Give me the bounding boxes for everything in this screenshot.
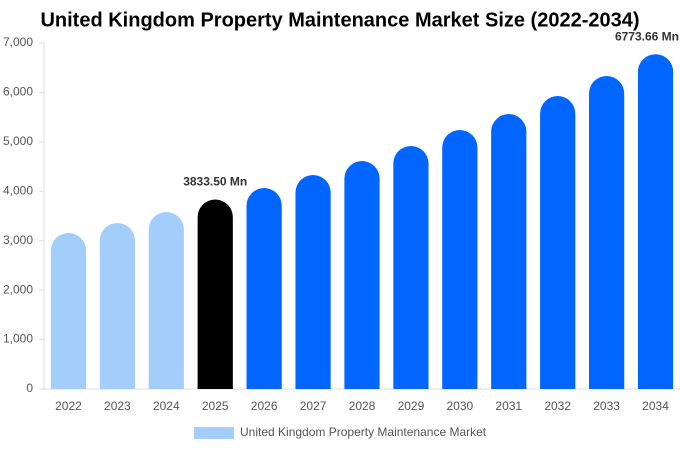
bar [295, 175, 331, 389]
y-tick-label: 4,000 [3, 183, 33, 197]
bar [197, 199, 233, 389]
bar [540, 96, 576, 389]
y-tick-label: 3,000 [3, 233, 33, 247]
bar [491, 114, 527, 390]
x-tick-label: 2030 [446, 399, 473, 413]
x-tick-label: 2022 [55, 399, 82, 413]
bar [99, 223, 135, 389]
x-tick-label: 2025 [202, 399, 229, 413]
x-tick-label: 2023 [104, 399, 131, 413]
y-tick-label: 6,000 [3, 85, 33, 99]
x-tick-label: 2034 [642, 399, 669, 413]
y-tick-label: 5,000 [3, 134, 33, 148]
y-tick-label: 7,000 [3, 35, 33, 49]
bar [637, 54, 674, 389]
legend-swatch [194, 427, 234, 439]
bar [50, 233, 87, 389]
bar [246, 188, 282, 389]
bar [589, 76, 625, 390]
y-tick-label: 2,000 [3, 282, 33, 296]
x-tick-label: 2026 [251, 399, 278, 413]
x-tick-label: 2028 [349, 399, 376, 413]
x-tick-label: 2027 [300, 399, 327, 413]
chart-title: United Kingdom Property Maintenance Mark… [40, 9, 639, 31]
y-tick-label: 1,000 [3, 332, 33, 346]
bar [148, 211, 184, 389]
x-tick-label: 2032 [544, 399, 571, 413]
value-label: 3833.50 Mn [183, 175, 247, 189]
bar [393, 146, 429, 389]
bar [344, 161, 380, 389]
value-label: 6773.66 Mn [615, 29, 679, 43]
x-tick-label: 2031 [495, 399, 522, 413]
bar [442, 129, 478, 389]
legend-label: United Kingdom Property Maintenance Mark… [240, 425, 487, 439]
x-tick-label: 2024 [153, 399, 180, 413]
x-tick-label: 2029 [398, 399, 425, 413]
y-tick-label: 0 [26, 381, 33, 395]
x-tick-label: 2033 [593, 399, 620, 413]
